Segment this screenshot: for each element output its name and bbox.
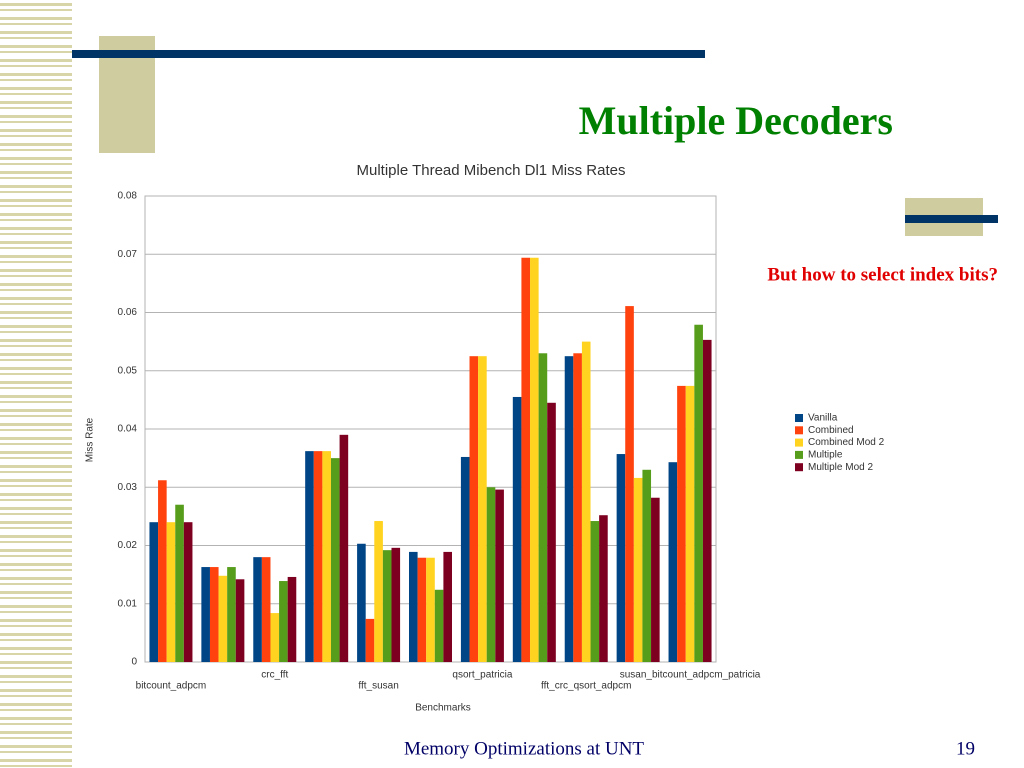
legend-swatch [795,426,803,435]
y-axis-label: Miss Rate [85,417,96,462]
bar [434,589,444,662]
bar [625,306,634,662]
bar [590,521,600,662]
bar [677,385,686,662]
bar [460,456,470,662]
bar [149,522,159,662]
bar [651,497,660,662]
y-tick-label: 0.06 [118,307,138,318]
bar [391,547,401,662]
stripe-band [0,0,72,768]
legend-swatch [795,463,803,472]
x-tick-label: fft_susan [358,681,398,692]
bar [599,515,608,662]
footer: Memory Optimizations at UNT [404,738,644,759]
y-tick-label: 0.03 [118,482,138,493]
y-tick-label: 0 [131,657,137,668]
bar [512,396,522,662]
y-tick-label: 0.05 [118,365,138,376]
x-tick-label: qsort_patricia [452,670,512,681]
legend-label: Multiple [808,450,843,461]
bar [253,557,262,662]
y-tick-label: 0.02 [118,540,138,551]
y-tick-label: 0.08 [118,191,138,202]
bar [581,341,591,662]
chart-title: Multiple Thread Mibench Dl1 Miss Rates [357,162,626,179]
bar [175,504,184,662]
x-axis-label: Benchmarks [415,703,471,714]
bar [469,356,479,662]
legend-swatch [795,414,803,422]
deco-bar [72,50,705,58]
callout: But how to select index bits? [767,264,998,285]
legend-swatch [795,450,803,459]
bar [209,567,219,662]
x-tick-label: susan_bitcount_adpcm_patricia [620,670,761,681]
bar [642,469,652,662]
legend-swatch [795,438,803,447]
bar [702,339,712,662]
legend-label: Vanilla [808,413,838,424]
bar [409,551,418,662]
bar [287,576,297,662]
bar [313,451,323,662]
y-tick-label: 0.04 [118,424,138,435]
bar [365,618,375,662]
bar [685,385,695,662]
bar [235,579,245,662]
bar [573,353,582,662]
bar [270,613,280,662]
bar [633,477,643,662]
x-tick-label: fft_crc_qsort_adpcm [541,681,631,692]
bar [668,462,678,662]
bar [279,581,288,662]
y-tick-label: 0.07 [118,249,138,260]
bar [183,522,193,662]
bar [339,434,349,662]
bar [218,575,228,662]
bar [521,257,531,662]
x-tick-label: bitcount_adpcm [136,681,207,692]
legend-label: Combined [808,425,854,436]
bar [357,543,366,662]
bar [538,353,548,662]
bar [694,324,703,662]
bar [305,451,314,662]
bar [166,522,176,662]
bar [530,257,539,662]
bar [158,480,167,662]
bar [374,521,383,662]
deco-bar [905,215,998,223]
slide-title: Multiple Decoders [579,98,893,143]
bar [382,550,392,662]
bar [616,454,626,662]
bar [426,557,435,662]
bar [322,451,331,662]
bar [417,557,427,662]
bar [478,356,487,662]
bar [201,567,210,662]
x-tick-label: crc_fft [261,670,288,681]
bar [330,458,340,662]
bar [547,402,556,662]
bar [486,487,496,662]
y-tick-label: 0.01 [118,598,138,609]
bar [261,557,271,662]
legend-label: Multiple Mod 2 [808,462,873,473]
bar [443,551,452,662]
page-number: 19 [956,738,975,759]
bar [495,489,504,662]
bar [564,356,574,662]
legend-label: Combined Mod 2 [808,437,885,448]
bar [227,567,236,662]
